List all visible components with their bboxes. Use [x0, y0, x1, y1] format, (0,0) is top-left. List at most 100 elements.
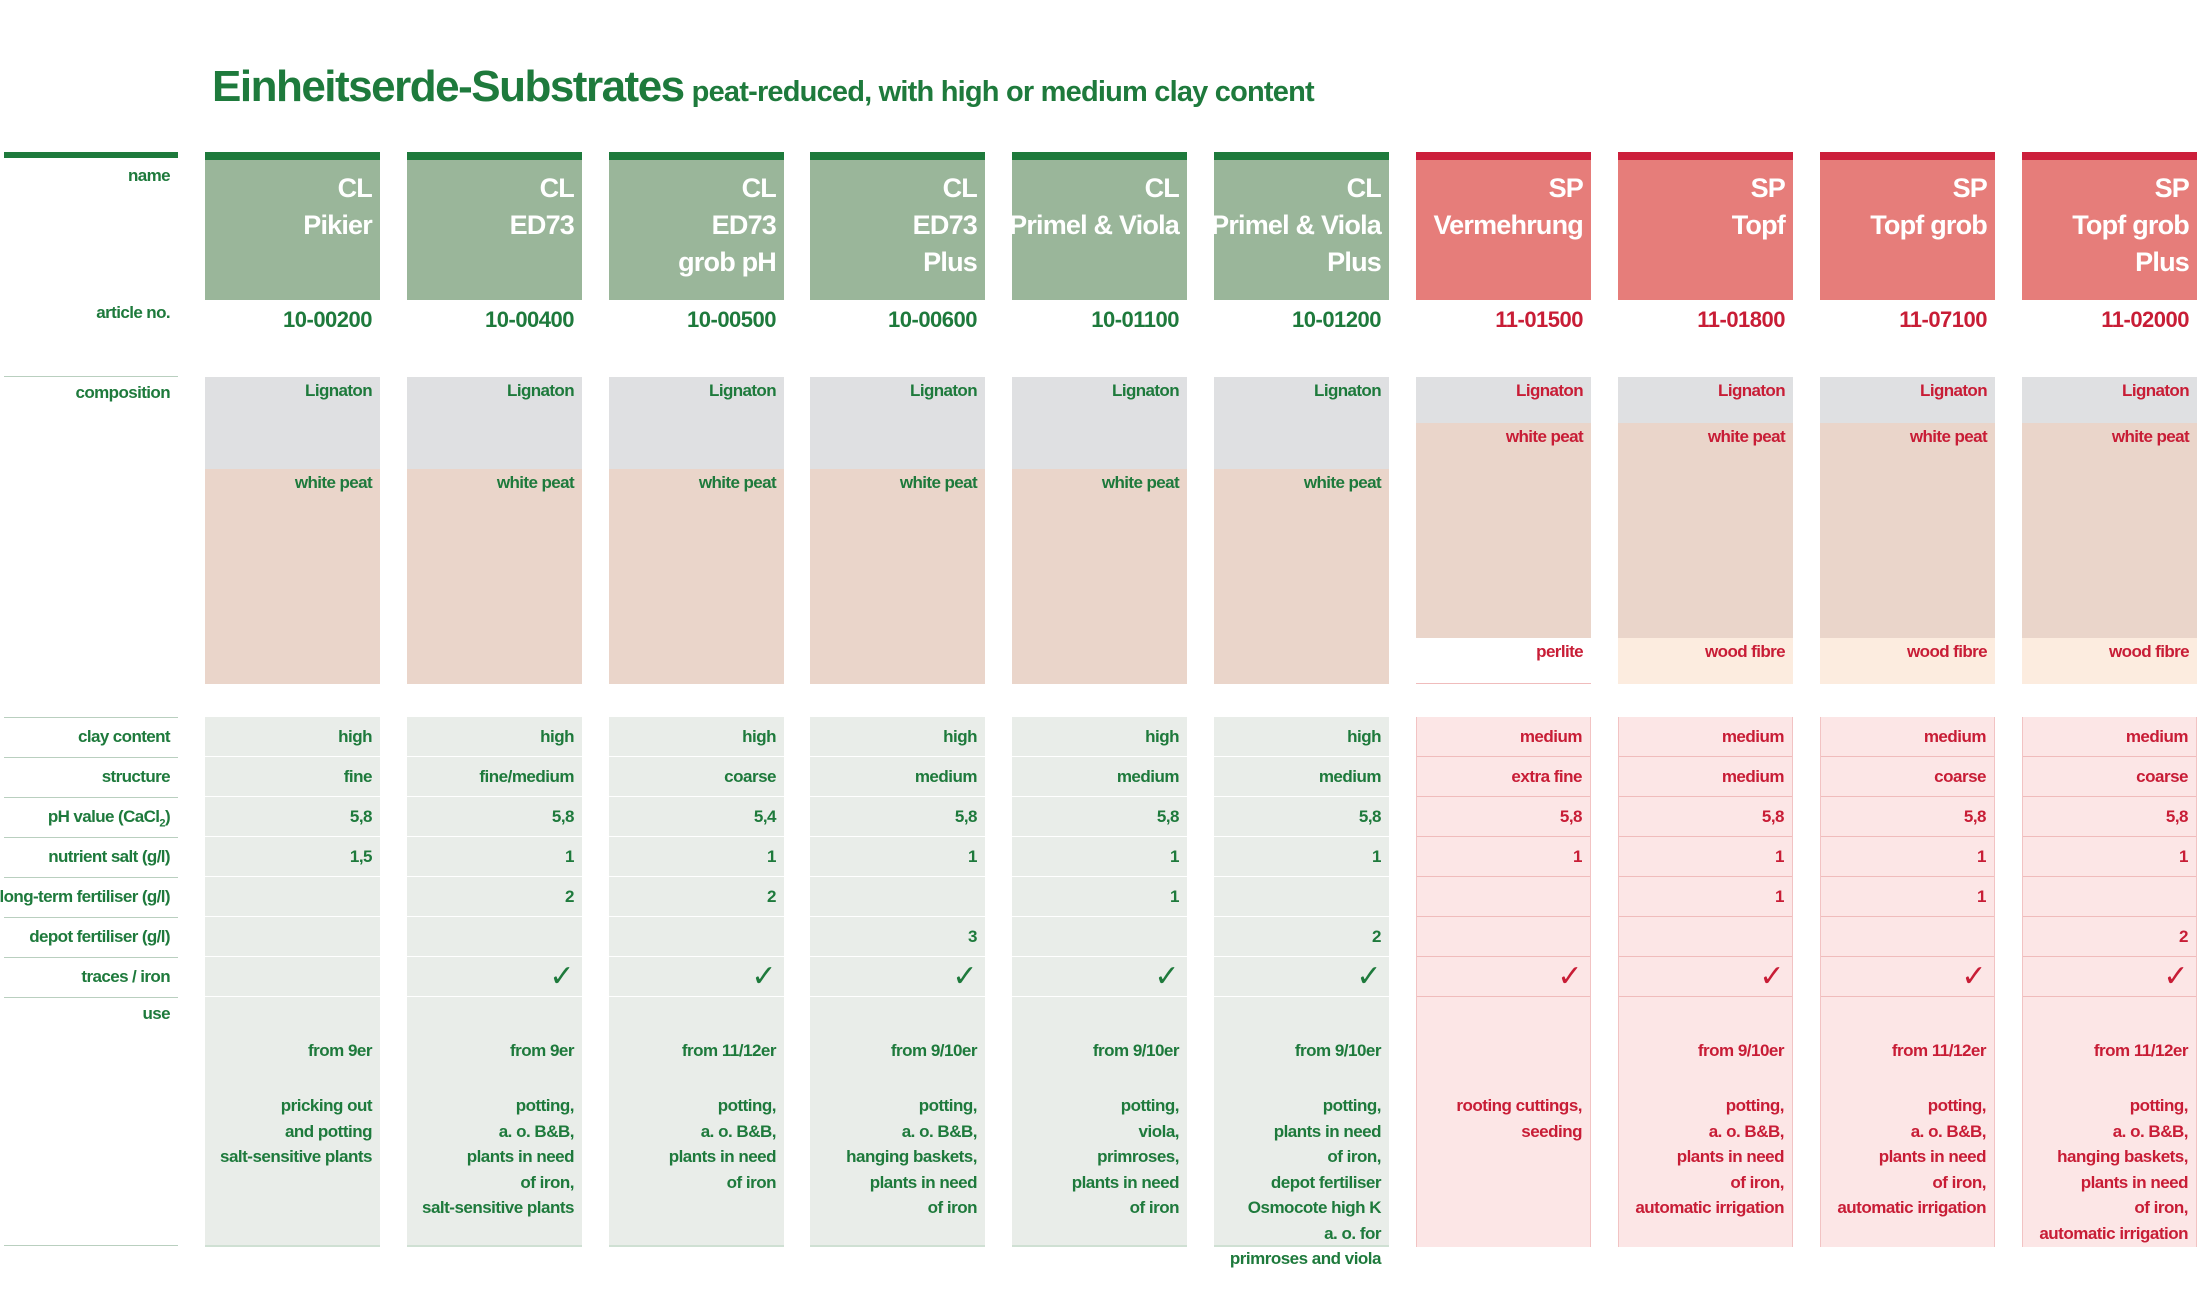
label-use: use [142, 1004, 171, 1023]
nutrient-salt-value: 1 [1775, 847, 1784, 866]
ph-value: 5,8 [349, 807, 373, 826]
nutrient-salt-value: 1 [767, 847, 776, 866]
label-name: name [127, 166, 171, 185]
nutrient-salt-value: 1 [565, 847, 574, 866]
structure-value: medium [1116, 767, 1180, 786]
product-name-line: CL [741, 173, 777, 203]
clay-content-value: high [742, 727, 776, 746]
label-nutrient-salt: nutrient salt (g/l) [48, 847, 170, 866]
property-cell: medium [1417, 717, 1590, 757]
product-column: CL Primel & Viola 10-01100 Lignaton white pe… [1009, 152, 1187, 1247]
composition-segment: wood fibre [1618, 638, 1793, 684]
depot-fertiliser-value: 2 [2179, 927, 2188, 946]
product-column: CL ED73 10-00400 Lignaton white peat high fine… [407, 152, 582, 1247]
property-cell [1214, 877, 1389, 917]
article-number: 11-01800 [1697, 307, 1785, 332]
composition-segment: white peat [810, 469, 985, 684]
composition-bar: Lignaton white peat wood fibre [2022, 377, 2197, 684]
structure-value: coarse [724, 767, 776, 786]
property-cell: medium [1619, 717, 1792, 757]
property-cell [1012, 917, 1187, 957]
checkmark-icon: ✓ [549, 960, 574, 993]
clay-content-value: high [1145, 727, 1179, 746]
composition-bar: Lignaton white peat perlite [1416, 377, 1591, 684]
property-cell: 1 [1821, 877, 1994, 917]
composition-segment: Lignaton [1012, 377, 1187, 469]
property-cell: medium [1012, 757, 1187, 797]
composition-bar: Lignaton white peat [1012, 377, 1187, 684]
composition-label: white peat [2111, 427, 2190, 446]
clay-content-value: high [943, 727, 977, 746]
property-cell: extra fine [1417, 757, 1590, 797]
property-cells: medium medium 5,8 1 1 ✓ from 9/10er potting, a.… [1618, 717, 1793, 1247]
product-name-line: ED73 [711, 210, 777, 240]
property-cell: 2 [1214, 917, 1389, 957]
composition-label: Lignaton [1516, 381, 1584, 400]
composition-label: white peat [1909, 427, 1988, 446]
property-cell: fine [205, 757, 380, 797]
product-name: CL ED73 [509, 170, 575, 244]
checkmark-icon: ✓ [1557, 960, 1582, 993]
product-name-line: Topf grob [2072, 210, 2190, 240]
labels-divider [4, 717, 178, 718]
property-cells: medium coarse 5,8 1 2 ✓ from 11/12er potting, a… [2022, 717, 2197, 1247]
product-name-line: Topf grob [1870, 210, 1988, 240]
composition-segment: white peat [1214, 469, 1389, 684]
product-name-line: Primel & Viola [1009, 210, 1180, 240]
property-cell: 1 [1214, 837, 1389, 877]
composition-label: white peat [1303, 473, 1382, 492]
use-cell: from 9er pricking out and potting salt-se… [205, 1037, 380, 1247]
product-name: SP Topf [1732, 170, 1786, 244]
composition-segment: white peat [1416, 423, 1591, 638]
label-composition: composition [75, 383, 171, 402]
column-top-bar [205, 152, 380, 160]
product-name-line: SP [1952, 173, 1988, 203]
labels-divider [4, 797, 178, 798]
nutrient-salt-value: 1 [1170, 847, 1179, 866]
composition-segment: perlite [1416, 638, 1591, 684]
product-name: CL Pikier [303, 170, 373, 244]
article-number: 11-07100 [1899, 307, 1987, 332]
property-cell: 1 [810, 837, 985, 877]
composition-label: Lignaton [507, 381, 575, 400]
product-header: CL Pikier [205, 160, 380, 300]
long-term-fertiliser-value: 1 [1775, 887, 1784, 906]
traces-iron-cell: ✓ [1821, 957, 1994, 997]
composition-bar: Lignaton white peat wood fibre [1618, 377, 1793, 684]
label-traces-iron: traces / iron [81, 967, 170, 986]
property-cell: coarse [609, 757, 784, 797]
composition-label: Lignaton [2122, 381, 2190, 400]
property-cell: 5,8 [1821, 797, 1994, 837]
composition-label: wood fibre [1907, 642, 1988, 661]
clay-content-value: high [540, 727, 574, 746]
nutrient-salt-value: 1 [968, 847, 977, 866]
product-name-line: CL [942, 173, 978, 203]
property-cell: 1 [1417, 837, 1590, 877]
property-cells: high medium 5,8 1 1 ✓ from 9/10er potting, viol… [1012, 717, 1187, 1247]
use-description: potting, a. o. B&B, plants in need of ir… [1635, 1096, 1784, 1217]
labels-divider [4, 877, 178, 878]
use-cell: from 9/10er potting, a. o. B&B, plants in… [1619, 1037, 1792, 1247]
column-top-bar [407, 152, 582, 160]
structure-value: fine [343, 767, 373, 786]
clay-content-value: high [1347, 727, 1381, 746]
property-cell: 5,4 [609, 797, 784, 837]
use-cell: from 9/10er potting, a. o. B&B, hanging b… [810, 1037, 985, 1247]
traces-iron-cell: ✓ [1417, 957, 1590, 997]
property-cells: high fine 5,8 1,5 from 9er pricking out and p… [205, 717, 380, 1247]
property-cells: high fine/medium 5,8 1 2 ✓ from 9er potting, a.… [407, 717, 582, 1247]
ph-value: 5,8 [1358, 807, 1382, 826]
ph-value: 5,8 [1761, 807, 1785, 826]
property-cell: 1 [1821, 837, 1994, 877]
product-name-line: ED73 [509, 210, 575, 240]
article-number: 10-00200 [283, 307, 372, 332]
product-name-line: CL [1144, 173, 1180, 203]
property-cell [609, 917, 784, 957]
traces-iron-cell: ✓ [1619, 957, 1792, 997]
product-name-line: SP [2154, 173, 2190, 203]
product-name: SP Topf grob [1870, 170, 1988, 244]
product-header: SP Topf [1618, 160, 1793, 300]
label-clay-content: clay content [78, 727, 171, 746]
composition-bar: Lignaton white peat [407, 377, 582, 684]
use-cell: from 9/10er potting, plants in need of ir… [1214, 1037, 1389, 1268]
